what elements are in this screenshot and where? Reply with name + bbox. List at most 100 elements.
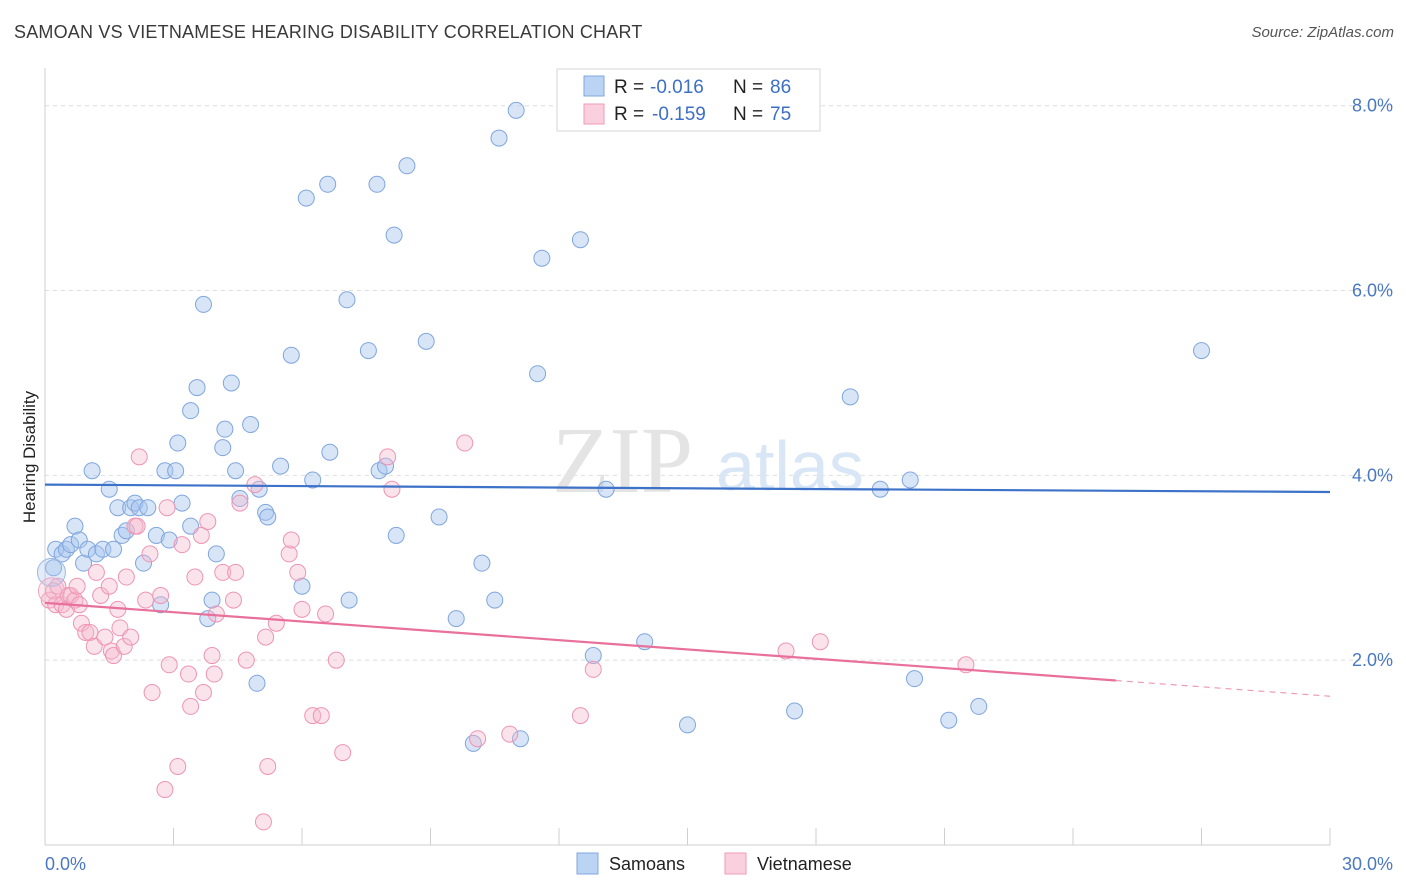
- vietnamese-point: [115, 637, 133, 655]
- vietnamese-point: [383, 480, 401, 498]
- samoan-point: [231, 489, 249, 507]
- chart-title: SAMOAN VS VIETNAMESE HEARING DISABILITY …: [14, 22, 643, 42]
- legend-r-value: -0.016: [650, 77, 704, 98]
- vietnamese-point: [192, 526, 210, 544]
- samoan-point: [385, 226, 403, 244]
- samoan-point: [529, 365, 547, 383]
- bottom-legend-swatch-samoans: [576, 852, 599, 875]
- samoan-point: [105, 540, 123, 558]
- samoan-point: [447, 610, 465, 628]
- vietnamese-point: [469, 730, 487, 748]
- vietnamese-point: [100, 577, 118, 595]
- samoan-point: [272, 457, 290, 475]
- vietnamese-point: [214, 563, 232, 581]
- samoan-point: [841, 388, 859, 406]
- vietnamese-point: [173, 536, 191, 554]
- vietnamese-point: [456, 434, 474, 452]
- samoan-point: [338, 291, 356, 309]
- points-layer: [36, 101, 1210, 831]
- vietnamese-point: [68, 577, 86, 595]
- legend-r-label: R =: [614, 104, 644, 125]
- vietnamese-point: [85, 637, 103, 655]
- samoan-point: [368, 175, 386, 193]
- samoan-point: [130, 499, 148, 517]
- samoan-point: [79, 540, 97, 558]
- samoan-point: [214, 439, 232, 457]
- samoan-point: [1193, 342, 1210, 360]
- vietnamese-point: [293, 600, 311, 618]
- vietnamese-point: [317, 605, 335, 623]
- samoan-point: [417, 332, 435, 350]
- bottom-legend: Samoans Vietnamese: [576, 852, 852, 875]
- samoan-point: [304, 471, 322, 489]
- bottom-legend-swatch-vietnamese: [724, 852, 747, 875]
- bottom-legend-label-samoans: Samoans: [609, 854, 685, 874]
- samoan-point: [257, 503, 275, 521]
- vietnamese-point: [143, 684, 161, 702]
- legend: R = -0.016 N = 86 R = -0.159 N = 75: [556, 68, 821, 132]
- samoan-point: [906, 670, 924, 688]
- samoan-point: [109, 499, 127, 517]
- bottom-legend-label-vietnamese: Vietnamese: [757, 854, 852, 874]
- vietnamese-point: [105, 647, 123, 665]
- samoan-point: [584, 647, 602, 665]
- samoan-point: [340, 591, 358, 609]
- vietnamese-point: [224, 591, 242, 609]
- vietnamese-point: [501, 725, 519, 743]
- samoan-point: [786, 702, 804, 720]
- vietnamese-point: [152, 586, 170, 604]
- vietnamese-point: [289, 563, 307, 581]
- vietnamese-point: [111, 619, 129, 637]
- samoan-point: [901, 471, 919, 489]
- samoan-point: [75, 554, 93, 572]
- vietnamese-point: [584, 660, 602, 678]
- samoan-point: [507, 101, 525, 119]
- vietnamese-point: [128, 517, 146, 535]
- samoan-point: [387, 526, 405, 544]
- vietnamese-point: [280, 545, 298, 563]
- samoan-point: [194, 295, 212, 313]
- vietnamese-trend-extension: [1115, 679, 1331, 697]
- legend-swatch-samoans: [583, 75, 605, 97]
- vietnamese-point: [194, 684, 212, 702]
- vietnamese-point: [203, 647, 221, 665]
- y-tick-label: 2.0%: [1352, 650, 1393, 670]
- samoan-point: [70, 531, 88, 549]
- samoan-point: [679, 716, 696, 734]
- samoan-point: [571, 231, 589, 249]
- samoan-point: [66, 517, 84, 535]
- y-tick-label: 4.0%: [1352, 465, 1393, 485]
- samoan-point: [242, 416, 260, 434]
- samoan-trend-line: [44, 483, 1331, 494]
- vietnamese-point: [77, 623, 95, 641]
- samoan-point: [222, 374, 240, 392]
- vietnamese-point: [777, 642, 795, 660]
- y-tick-label: 6.0%: [1352, 281, 1393, 301]
- y-axis-title: Hearing Disability: [20, 390, 39, 523]
- vietnamese-point: [102, 642, 120, 660]
- trend-layer: [44, 483, 1331, 697]
- legend-r-value: -0.159: [652, 104, 706, 125]
- vietnamese-point: [811, 633, 829, 651]
- vietnamese-point: [37, 577, 65, 605]
- vietnamese-point: [304, 707, 322, 725]
- samoan-point: [319, 175, 337, 193]
- samoan-point: [203, 591, 221, 609]
- vietnamese-point: [199, 513, 217, 531]
- samoan-point: [147, 526, 165, 544]
- vietnamese-point: [254, 813, 272, 831]
- vietnamese-point: [205, 665, 223, 683]
- vietnamese-point: [72, 614, 90, 632]
- vietnamese-point: [169, 757, 187, 775]
- samoan-point: [83, 462, 101, 480]
- grid-layer: [45, 105, 1392, 661]
- vietnamese-point: [327, 651, 345, 669]
- legend-swatch-vietnamese: [583, 103, 605, 125]
- vietnamese-point: [237, 651, 255, 669]
- samoan-point: [597, 480, 615, 498]
- watermark-atlas: atlas: [716, 427, 864, 505]
- samoan-point: [321, 443, 339, 461]
- samoan-point: [533, 249, 551, 267]
- samoan-point: [359, 342, 377, 360]
